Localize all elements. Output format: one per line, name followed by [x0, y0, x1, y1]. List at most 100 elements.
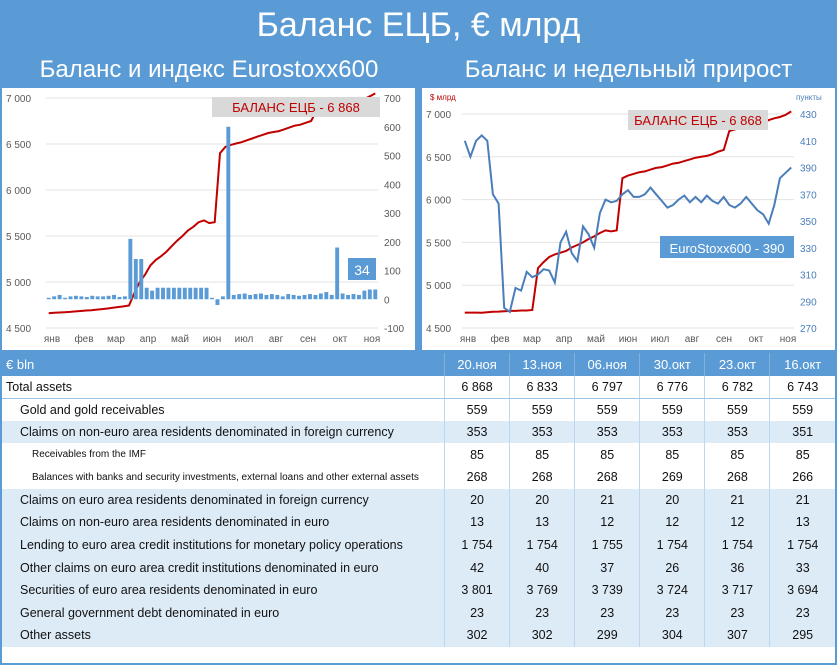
weekly-change-bar — [188, 287, 193, 300]
last-bar-callout-box — [348, 258, 376, 280]
table-row: Securities of euro area residents denomi… — [2, 578, 835, 602]
x-month-label: июл — [651, 334, 670, 345]
weekly-change-bar — [182, 287, 187, 300]
row-value: 20 — [444, 488, 510, 512]
row-value: 302 — [509, 624, 575, 647]
row-value: 299 — [574, 624, 640, 647]
row-value: 85 — [639, 443, 705, 466]
weekly-change-bar — [356, 294, 361, 300]
x-month-label: июн — [203, 334, 222, 345]
y-right-tick-label: 410 — [800, 137, 817, 148]
y-left-tick-label: 4 500 — [426, 324, 451, 335]
row-value: 559 — [704, 398, 770, 421]
weekly-change-bar — [63, 297, 68, 300]
row-value: 353 — [574, 420, 640, 444]
weekly-change-bar — [308, 294, 312, 300]
y-right-tick-label: 500 — [384, 152, 401, 163]
balance-callout-box — [628, 110, 768, 130]
table-row: Balances with banks and security investm… — [2, 465, 835, 489]
weekly-change-bar — [373, 289, 378, 300]
weekly-change-bar — [324, 292, 329, 300]
row-value: 85 — [769, 443, 835, 466]
weekly-change-bar — [46, 297, 51, 300]
row-value: 353 — [509, 420, 575, 444]
table-row: Claims on non-euro area residents denomi… — [2, 511, 835, 534]
weekly-change-bar — [280, 296, 285, 300]
balance-table: € bln 20.ноя 13.ноя 06.ноя 30.окт 23.окт… — [2, 353, 835, 663]
row-value: 295 — [769, 624, 835, 647]
row-value: 40 — [509, 556, 575, 579]
table-row: Claims on non-euro area residents denomi… — [2, 420, 835, 444]
row-value: 33 — [769, 556, 835, 579]
row-value: 23 — [444, 601, 510, 625]
y-left-tick-label: 5 000 — [6, 278, 31, 289]
weekly-change-bar — [122, 296, 127, 300]
balance-eurostoxx-chart: 4 500 5 000 5 500 6 000 6 500 7 000 -100 0 100 20… — [6, 92, 404, 345]
row-label: Other claims on euro area credit institu… — [2, 556, 445, 579]
weekly-change-bar — [351, 294, 356, 300]
x-month-label: авг — [269, 334, 284, 345]
weekly-change-bar — [112, 294, 116, 300]
weekly-change-bar — [128, 238, 133, 300]
weekly-change-bar — [199, 287, 204, 300]
weekly-change-bar — [133, 259, 138, 300]
balance-callout: БАЛАНС ЕЦБ - 6 868 — [634, 113, 762, 128]
y-right-tick-label: 0 — [384, 295, 390, 306]
weekly-change-bar — [139, 259, 144, 300]
table-header-date: 20.ноя — [444, 353, 510, 376]
y-right-tick-label: 390 — [800, 164, 817, 175]
weekly-change-bar — [275, 294, 280, 300]
row-value: 85 — [444, 443, 510, 466]
row-value: 559 — [574, 398, 640, 421]
row-value: 1 754 — [509, 533, 575, 557]
y-left-tick-label: 5 500 — [426, 238, 451, 249]
weekly-change-bar — [313, 294, 318, 300]
eurostoxx-line — [463, 134, 792, 314]
row-value: 23 — [509, 601, 575, 625]
left-chart-title: Баланс и индекс Eurostoxx600 — [39, 56, 379, 83]
y-left-tick-label: 5 500 — [6, 232, 31, 243]
row-label: Total assets — [2, 375, 445, 399]
y-right-tick-label: 400 — [384, 180, 401, 191]
right-chart-title: Баланс и недельный прирост — [464, 56, 793, 83]
row-value: 21 — [769, 488, 835, 512]
x-month-label: апр — [556, 334, 573, 345]
balance-callout: БАЛАНС ЕЦБ - 6 868 — [232, 100, 360, 115]
right-chart: 4 500 5 000 5 500 6 000 6 500 7 000 270 290 310 3… — [422, 88, 835, 350]
x-month-label: апр — [140, 334, 157, 345]
row-value: 1 754 — [769, 533, 835, 557]
eurostoxx-callout-box — [660, 236, 794, 258]
weekly-change-bar — [286, 294, 291, 300]
x-month-label: мар — [107, 334, 125, 345]
balance-line — [48, 92, 376, 315]
x-month-label: авг — [685, 334, 700, 345]
row-value: 266 — [769, 465, 835, 489]
row-value: 13 — [769, 511, 835, 534]
y-left-tick-label: 6 000 — [426, 196, 451, 207]
weekly-change-bar — [84, 296, 89, 300]
row-value: 268 — [574, 465, 640, 489]
row-value: 3 694 — [769, 578, 835, 602]
balance-line — [464, 110, 792, 314]
row-value: 6 833 — [509, 375, 575, 399]
row-value: 23 — [574, 601, 640, 625]
x-month-label: ноя — [364, 334, 381, 345]
y-right-tick-label: 600 — [384, 123, 401, 134]
row-value: 302 — [444, 624, 510, 647]
weekly-change-bar — [90, 295, 95, 300]
row-label: Claims on non-euro area residents denomi… — [2, 420, 445, 444]
row-value: 3 801 — [444, 578, 510, 602]
row-value: 6 868 — [444, 375, 510, 399]
weekly-change-bar — [210, 297, 214, 300]
table-header-date: 06.ноя — [574, 353, 640, 376]
weekly-change-bar — [73, 295, 78, 300]
row-value: 268 — [704, 465, 770, 489]
row-label: Lending to euro area credit institutions… — [2, 533, 445, 557]
table-row: Gold and gold receivables 559 559 559 559 559… — [2, 398, 835, 421]
weekly-change-bar — [329, 294, 334, 300]
row-value: 21 — [704, 488, 770, 512]
row-label: Gold and gold receivables — [2, 398, 445, 421]
last-bar-callout: 34 — [354, 262, 370, 278]
row-value: 20 — [639, 488, 705, 512]
y-left-axis-label: $ млрд — [430, 93, 456, 102]
